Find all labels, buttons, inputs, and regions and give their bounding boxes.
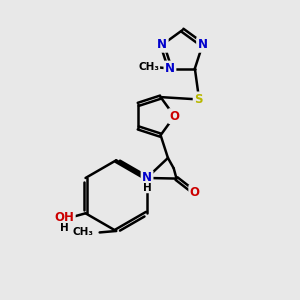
Text: N: N [165, 62, 175, 75]
Text: H: H [143, 183, 152, 193]
Text: H: H [60, 223, 69, 233]
Text: CH₃: CH₃ [72, 227, 93, 237]
Text: N: N [142, 172, 152, 184]
Text: O: O [190, 186, 200, 199]
Text: O: O [169, 110, 179, 123]
Text: N: N [198, 38, 208, 51]
Text: OH: OH [54, 211, 74, 224]
Text: N: N [157, 38, 167, 51]
Text: CH₃: CH₃ [138, 62, 159, 72]
Text: S: S [194, 93, 202, 106]
